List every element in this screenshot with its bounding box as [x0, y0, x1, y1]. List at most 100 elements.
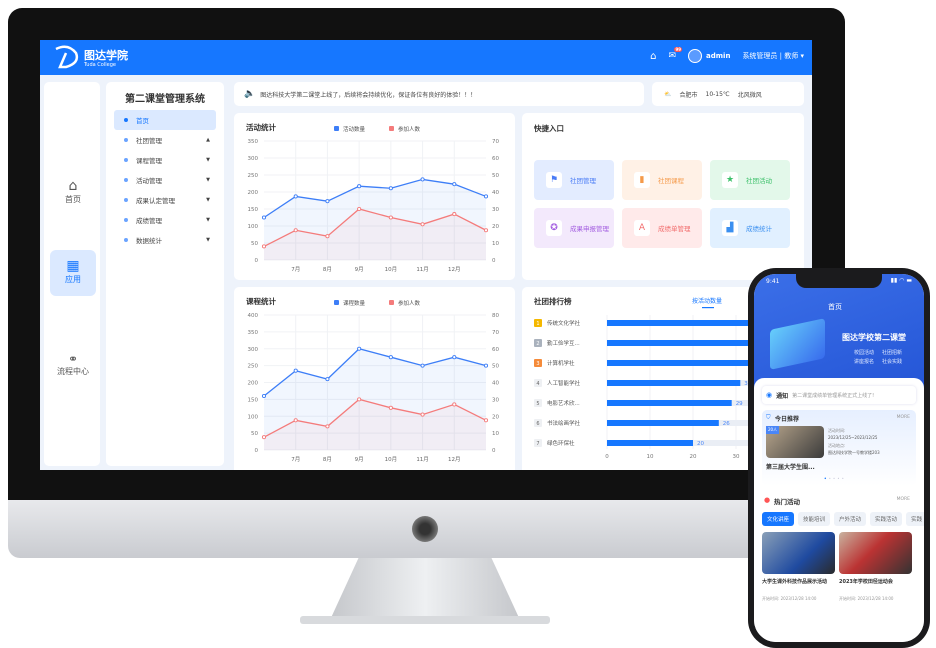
- rank-badge: [534, 419, 542, 427]
- more-link[interactable]: MORE: [896, 497, 910, 502]
- speaker-icon: 🔈: [244, 89, 256, 99]
- hot-tab[interactable]: 技能培训: [798, 512, 831, 526]
- x-tick: 9月: [355, 266, 364, 273]
- data-point: [325, 377, 330, 382]
- y-left-tick: 0: [255, 258, 259, 264]
- shield-icon: ⛉: [766, 414, 771, 421]
- menu-item[interactable]: 社团管理 ▲: [114, 130, 216, 150]
- club-name: 传统文化学社: [547, 319, 581, 327]
- activity-image[interactable]: [762, 532, 835, 574]
- data-point: [483, 363, 489, 368]
- username[interactable]: admin: [706, 52, 731, 60]
- quick-entry-3[interactable]: ★ 社团活动: [710, 160, 790, 200]
- weather-temp: 10-15℃: [705, 90, 730, 98]
- weather-wind: 北风微风: [737, 91, 762, 99]
- phone-page-title: 首页: [828, 303, 842, 311]
- x-tick: 30: [733, 454, 740, 460]
- y-right-tick: 30: [492, 397, 499, 403]
- rail-item-apps[interactable]: ▦ 应用: [50, 250, 96, 296]
- phone-notice[interactable]: ◉ 通知 第二课堂成绩单管理系统正式上线了!: [762, 386, 916, 404]
- menu-item[interactable]: 首页: [114, 110, 216, 130]
- x-tick: 8月: [323, 456, 332, 463]
- data-point: [483, 418, 489, 423]
- activity-name[interactable]: 2023年学校田径运动会: [839, 579, 893, 585]
- data-point: [357, 184, 362, 189]
- hot-tab[interactable]: 实践: [906, 512, 924, 526]
- hot-tab[interactable]: 文化讲座: [762, 512, 795, 526]
- y-right-tick: 0: [492, 448, 496, 454]
- role-dropdown[interactable]: 系统管理员 | 教师 ▾: [742, 52, 804, 60]
- bullet-icon: [124, 238, 128, 242]
- data-point: [357, 397, 362, 402]
- club-name: 人工智能学社: [547, 379, 581, 387]
- hot-tab[interactable]: 实践活动: [870, 512, 903, 526]
- activity-name[interactable]: 大学生课外科技作品展示活动: [762, 579, 828, 585]
- data-point: [452, 355, 457, 360]
- rail-item-home[interactable]: ⌂ 首页: [50, 170, 96, 216]
- quick-entry-4[interactable]: ✪ 成果申报管理: [534, 208, 614, 248]
- caret-icon: ▼: [206, 217, 210, 223]
- series-line: [263, 208, 487, 247]
- monitor-stand: [330, 558, 520, 620]
- club-name: 电影艺术欣...: [547, 399, 580, 407]
- legend-swatch: [389, 300, 394, 305]
- rank-number: 1: [536, 321, 539, 327]
- carousel-dots[interactable]: •••••: [824, 476, 846, 481]
- series-line: [263, 348, 487, 397]
- menu-item[interactable]: 活动管理 ▼: [114, 170, 216, 190]
- rank-badge: [534, 339, 542, 347]
- menu-item[interactable]: 课程管理 ▼: [114, 150, 216, 170]
- y-left-tick: 300: [248, 156, 259, 162]
- menu-item-label: 首页: [136, 117, 149, 125]
- y-right-tick: 0: [492, 258, 496, 264]
- x-tick: 10月: [385, 456, 398, 463]
- bar: [607, 380, 741, 386]
- more-link[interactable]: MORE: [896, 415, 910, 420]
- home-icon[interactable]: ⌂: [650, 50, 657, 62]
- today-recommend-card[interactable]: ⛉ 今日推荐 MORE 20人 活动时间: 2023/12/25~2023/12…: [762, 410, 916, 486]
- x-tick: 8月: [323, 266, 332, 273]
- course-line-chart: 课程统计 课程数量 参加人数 0 50 100 150 200 250 300 350 400 0 10 2…: [246, 296, 499, 463]
- bar: [607, 360, 754, 366]
- brand-logo[interactable]: 图达学院 Tuda College: [54, 45, 128, 73]
- menu-item-label: 课程管理: [136, 157, 162, 165]
- weather-widget: ⛅ 合肥市 10-15℃ 北风微风: [652, 82, 804, 106]
- avatar[interactable]: [688, 49, 703, 63]
- rail-item-flow[interactable]: ⚭ 流程中心: [50, 344, 96, 390]
- fire-icon: ●: [764, 496, 771, 504]
- menu-item[interactable]: 数据统计 ▼: [114, 230, 216, 250]
- bar: [607, 440, 693, 446]
- bookmark-icon: ★: [722, 172, 738, 188]
- today-title: 今日推荐: [775, 416, 800, 423]
- y-right-tick: 20: [492, 224, 499, 230]
- quick-entry-6[interactable]: ▟ 成绩统计: [710, 208, 790, 248]
- medal-icon: ✪: [546, 220, 562, 236]
- hot-tab[interactable]: 户外活动: [834, 512, 867, 526]
- quick-entry-5[interactable]: A 成绩单管理: [622, 208, 702, 248]
- bullet-icon: [124, 138, 128, 142]
- speaker-icon: ◉: [766, 391, 773, 399]
- bar: [607, 340, 767, 346]
- chart-title: 活动统计: [246, 122, 276, 132]
- bar-value-label: 31: [744, 381, 751, 387]
- data-point: [261, 393, 267, 399]
- quick-entry-label: 成果申报管理: [570, 225, 609, 233]
- report-icon: A: [634, 220, 650, 236]
- side-menu: 第二课堂管理系统 首页 社团管理 ▲ 课程管理 ▼ 活动管理 ▼ 成果认定管理 ▼ 成绩管理 ▼ 数据…: [106, 82, 224, 466]
- rank-badge: [534, 439, 542, 447]
- x-tick: 9月: [355, 456, 364, 463]
- y-right-tick: 20: [492, 414, 499, 420]
- series-area: [264, 179, 486, 260]
- y-left-tick: 200: [248, 190, 259, 196]
- menu-item[interactable]: 成绩管理 ▼: [114, 210, 216, 230]
- mail-button[interactable]: ✉ 99: [668, 47, 683, 61]
- menu-item-label: 数据统计: [136, 237, 162, 245]
- legend-swatch: [389, 126, 394, 131]
- activity-image[interactable]: [839, 532, 912, 574]
- data-point: [293, 368, 298, 373]
- quick-entry-2[interactable]: ▮ 社团课程: [622, 160, 702, 200]
- quick-entry-1[interactable]: ⚑ 社团管理: [534, 160, 614, 200]
- top-header: 图达学院 Tuda College ⌂ ✉ 99 admin 系统管理员 | 教师…: [40, 40, 812, 75]
- menu-item[interactable]: 成果认定管理 ▼: [114, 190, 216, 210]
- notice-label: 通知: [776, 392, 789, 400]
